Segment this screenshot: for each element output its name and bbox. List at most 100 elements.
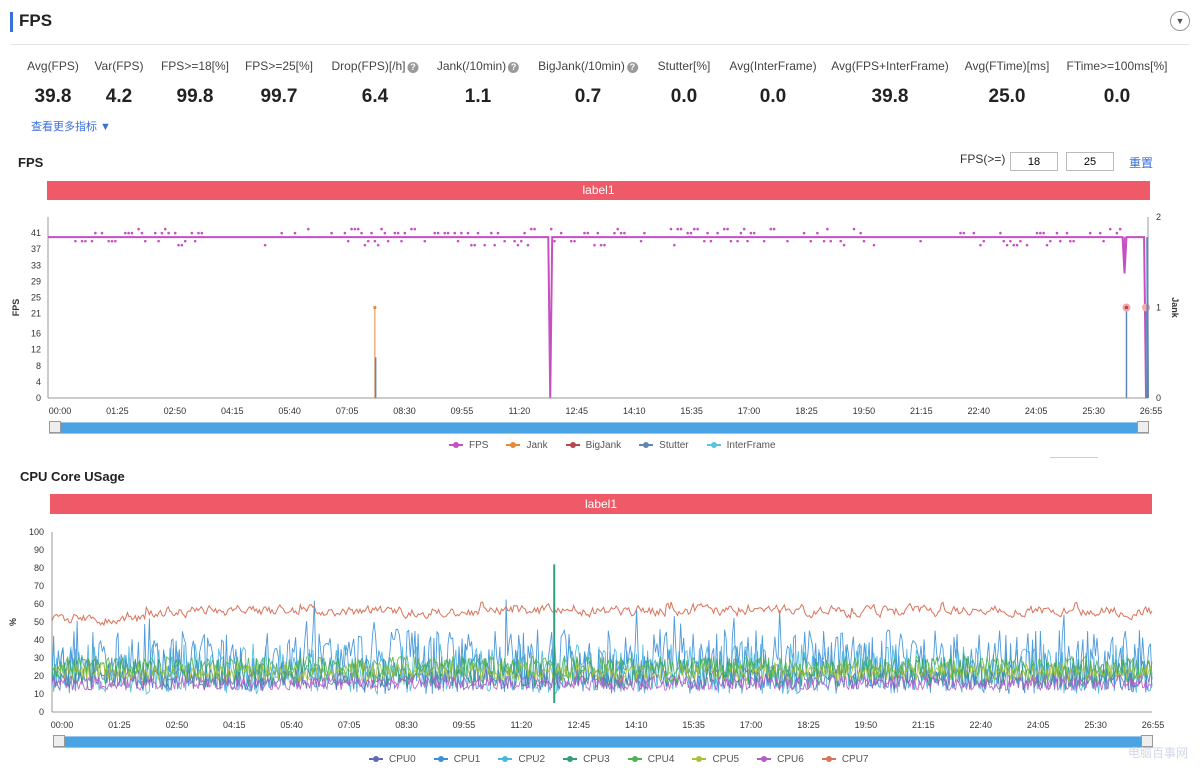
fps-point bbox=[1005, 243, 1009, 247]
fps-point bbox=[400, 239, 403, 243]
y-tick-label: 0 bbox=[36, 393, 41, 403]
x-tick-label: 21:15 bbox=[910, 406, 933, 416]
x-tick-label: 04:15 bbox=[221, 406, 244, 416]
fps-point bbox=[1072, 239, 1075, 243]
fps-point bbox=[423, 239, 427, 243]
x-tick-label: 07:05 bbox=[338, 720, 361, 730]
legend-item-bigjank[interactable]: BigJank bbox=[565, 440, 621, 451]
legend-item-fps[interactable]: FPS bbox=[449, 440, 488, 451]
fps-zoom-scrollbar[interactable] bbox=[49, 421, 1149, 434]
fps-point bbox=[200, 231, 204, 235]
fps-point bbox=[513, 239, 516, 243]
metric-label-text: Drop(FPS)[/h] bbox=[331, 59, 406, 73]
help-icon[interactable]: ? bbox=[407, 62, 419, 73]
legend-item-interframe[interactable]: InterFrame bbox=[706, 440, 776, 451]
y-tick-label: 20 bbox=[34, 671, 44, 681]
x-tick-label: 19:50 bbox=[855, 720, 878, 730]
metric-2: FPS>=18[%] 99.8 bbox=[161, 58, 229, 108]
fps-point bbox=[130, 231, 134, 235]
y2-axis-title: Jank bbox=[1170, 297, 1180, 319]
fps-point bbox=[842, 243, 846, 247]
x-tick-label: 00:00 bbox=[49, 406, 72, 416]
cpu-chart[interactable]: 0 10 20 30 40 50 60 70 80 90 100 00:00 01:25 02:50 04:… bbox=[0, 520, 1200, 735]
x-tick-label: 00:00 bbox=[51, 720, 74, 730]
cpu-zoom-left-handle[interactable] bbox=[53, 735, 65, 747]
metric-0: Avg(FPS) 39.8 bbox=[27, 58, 79, 108]
y-tick-label: 33 bbox=[31, 260, 41, 270]
fps-point bbox=[972, 231, 976, 235]
bigjank-marker bbox=[1142, 303, 1151, 312]
legend-item-cpu2[interactable]: CPU2 bbox=[498, 754, 545, 765]
x-tick-label: 11:20 bbox=[510, 720, 532, 730]
fps-point bbox=[350, 227, 353, 231]
help-icon[interactable]: ? bbox=[508, 62, 520, 73]
fps-point bbox=[982, 239, 986, 243]
fps-point bbox=[959, 231, 962, 235]
fps-point bbox=[739, 231, 743, 235]
cpu-chart-title: CPU Core USage bbox=[20, 469, 125, 484]
fps-threshold-2-input[interactable] bbox=[1066, 152, 1114, 171]
fps-point bbox=[746, 239, 749, 243]
x-tick-label: 08:30 bbox=[393, 406, 416, 416]
y-tick-label: 21 bbox=[31, 309, 41, 319]
metric-label: Drop(FPS)[/h]? bbox=[331, 58, 419, 74]
fps-point bbox=[1118, 227, 1122, 231]
fps-zoom-right-handle[interactable] bbox=[1137, 421, 1149, 433]
fps-threshold-1-input[interactable] bbox=[1010, 152, 1058, 171]
x-tick-label: 14:10 bbox=[625, 720, 648, 730]
fps-point bbox=[619, 231, 623, 235]
legend-item-cpu6[interactable]: CPU6 bbox=[757, 754, 804, 765]
metric-value: 1.1 bbox=[464, 86, 492, 107]
x-tick-label: 01:25 bbox=[106, 406, 129, 416]
metric-label: Avg(FTime)[ms] bbox=[965, 58, 1050, 74]
chevron-down-icon[interactable]: ▼ bbox=[1170, 11, 1190, 31]
fps-point bbox=[453, 231, 457, 235]
metric-11: FTime>=100ms[%] 0.0 bbox=[1067, 58, 1168, 108]
cpu-zoom-right-handle[interactable] bbox=[1141, 735, 1153, 747]
fps-point bbox=[1068, 239, 1072, 243]
fps-point bbox=[456, 239, 460, 243]
reset-button[interactable]: 重置 bbox=[1129, 156, 1154, 170]
legend-item-stutter[interactable]: Stutter bbox=[639, 440, 689, 451]
metric-value: 25.0 bbox=[988, 86, 1026, 107]
fps-point bbox=[84, 239, 87, 243]
fps-point bbox=[516, 243, 520, 247]
fps-point bbox=[157, 239, 160, 243]
legend-item-cpu3[interactable]: CPU3 bbox=[563, 754, 610, 765]
legend-swatch bbox=[692, 756, 707, 763]
legend-swatch bbox=[369, 756, 383, 763]
fps-point bbox=[1108, 227, 1112, 231]
legend-item-jank[interactable]: Jank bbox=[506, 440, 548, 451]
metric-label: FPS>=25[%] bbox=[245, 58, 313, 74]
fps-point bbox=[829, 239, 833, 243]
legend-item-cpu0[interactable]: CPU0 bbox=[369, 754, 416, 765]
legend-item-cpu4[interactable]: CPU4 bbox=[627, 754, 674, 765]
legend-item-cpu7[interactable]: CPU7 bbox=[821, 754, 869, 765]
fps-point bbox=[173, 231, 177, 235]
fps-point bbox=[490, 231, 493, 235]
legend-swatch bbox=[433, 756, 448, 763]
legend-item-cpu1[interactable]: CPU1 bbox=[433, 754, 480, 765]
metric-10: Avg(FTime)[ms] 25.0 bbox=[965, 58, 1050, 108]
y-tick-label: 90 bbox=[34, 545, 44, 555]
y-tick-label: 4 bbox=[36, 377, 41, 387]
legend-item-cpu5[interactable]: CPU5 bbox=[692, 754, 739, 765]
fps-point bbox=[80, 239, 84, 243]
fps-point bbox=[623, 231, 626, 235]
x-tick-label: 12:45 bbox=[566, 406, 589, 416]
metric-value: 4.2 bbox=[105, 86, 133, 107]
y-tick-label: 25 bbox=[31, 292, 41, 302]
more-metrics-link[interactable]: 查看更多指标 ▼ bbox=[31, 121, 111, 133]
fps-zoom-left-handle[interactable] bbox=[49, 421, 61, 433]
y-tick-label: 8 bbox=[36, 361, 41, 371]
metric-4: Drop(FPS)[/h]? 6.4 bbox=[331, 58, 419, 108]
metric-value: 99.8 bbox=[176, 86, 214, 107]
cpu-zoom-scrollbar[interactable] bbox=[53, 735, 1153, 748]
fps-point bbox=[376, 243, 380, 247]
x-tick-label: 09:55 bbox=[451, 406, 474, 416]
fps-point bbox=[762, 239, 766, 243]
fps-point bbox=[772, 227, 776, 231]
help-icon[interactable]: ? bbox=[626, 62, 638, 73]
fps-point bbox=[1025, 243, 1029, 247]
